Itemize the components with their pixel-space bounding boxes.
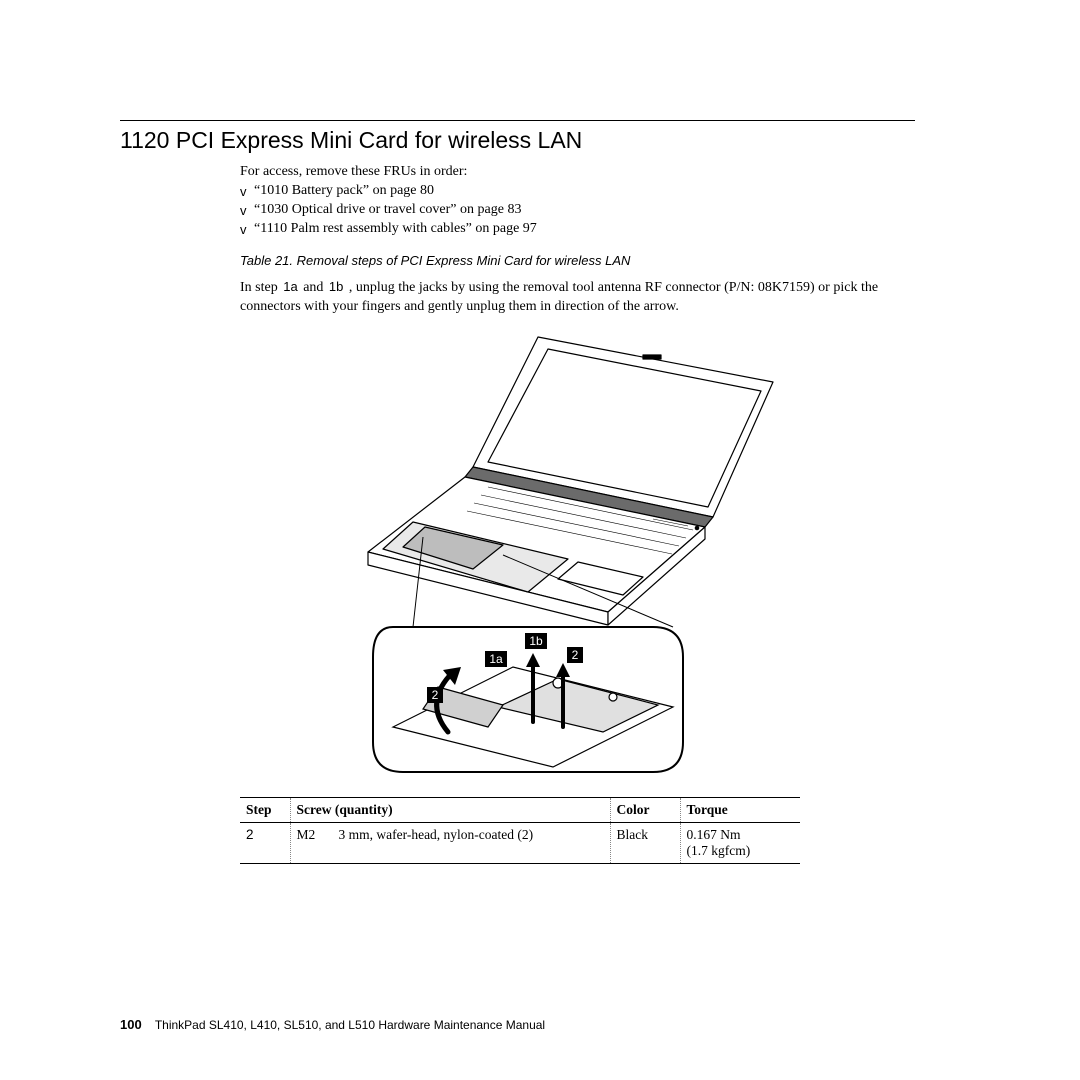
fru-bullet-list: “1010 Battery pack” on page 80 “1030 Opt… xyxy=(240,182,915,239)
page-footer: 100 ThinkPad SL410, L410, SL510, and L51… xyxy=(120,1017,545,1032)
section-title: 1120 PCI Express Mini Card for wireless … xyxy=(120,127,915,154)
book-title: ThinkPad SL410, L410, SL510, and L510 Ha… xyxy=(155,1018,545,1032)
th-step: Step xyxy=(240,797,290,822)
table-row: 2 M2 3 mm, wafer-head, nylon-coated (2) … xyxy=(240,822,800,863)
th-color: Color xyxy=(610,797,680,822)
section-rule xyxy=(120,120,915,121)
callout-1b: 1b xyxy=(529,634,543,648)
th-torque: Torque xyxy=(680,797,800,822)
step-label-1a: 1a xyxy=(281,278,299,296)
screw-table: Step Screw (quantity) Color Torque 2 M2 … xyxy=(240,797,800,864)
table-caption: Table 21. Removal steps of PCI Express M… xyxy=(240,253,915,268)
table-header-row: Step Screw (quantity) Color Torque xyxy=(240,797,800,822)
td-step: 2 xyxy=(240,822,290,863)
step-prefix: In step xyxy=(240,280,281,295)
step-label-1b: 1b xyxy=(327,278,345,296)
manual-page: 1120 PCI Express Mini Card for wireless … xyxy=(0,0,1080,1080)
figure-wrap: 1b 1a 2 2 xyxy=(240,327,915,777)
body-block: For access, remove these FRUs in order: … xyxy=(240,164,915,864)
bullet-item: “1110 Palm rest assembly with cables” on… xyxy=(240,220,915,239)
page-number: 100 xyxy=(120,1017,142,1032)
td-torque: 0.167 Nm (1.7 kgfcm) xyxy=(680,822,800,863)
td-color: Black xyxy=(610,822,680,863)
laptop-figure: 1b 1a 2 2 xyxy=(353,327,803,777)
torque-line2: (1.7 kgfcm) xyxy=(687,843,751,858)
callout-2-right: 2 xyxy=(571,648,578,662)
bullet-item: “1030 Optical drive or travel cover” on … xyxy=(240,201,915,220)
torque-line1: 0.167 Nm xyxy=(687,827,741,842)
td-screw-prefix: M2 xyxy=(290,822,337,863)
callout-2-left: 2 xyxy=(431,688,438,702)
step-instructions: In step 1a and 1b , unplug the jacks by … xyxy=(240,278,915,317)
td-screw-desc: 3 mm, wafer-head, nylon-coated (2) xyxy=(337,822,611,863)
bullet-item: “1010 Battery pack” on page 80 xyxy=(240,182,915,201)
access-intro: For access, remove these FRUs in order: xyxy=(240,164,915,180)
step-mid: and xyxy=(300,280,327,295)
callout-1a: 1a xyxy=(489,652,503,666)
th-screw: Screw (quantity) xyxy=(290,797,610,822)
